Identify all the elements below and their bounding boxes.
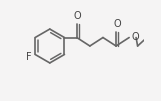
Text: F: F xyxy=(26,52,31,62)
Text: O: O xyxy=(74,11,81,21)
Text: O: O xyxy=(113,19,121,29)
Text: O: O xyxy=(131,32,139,42)
